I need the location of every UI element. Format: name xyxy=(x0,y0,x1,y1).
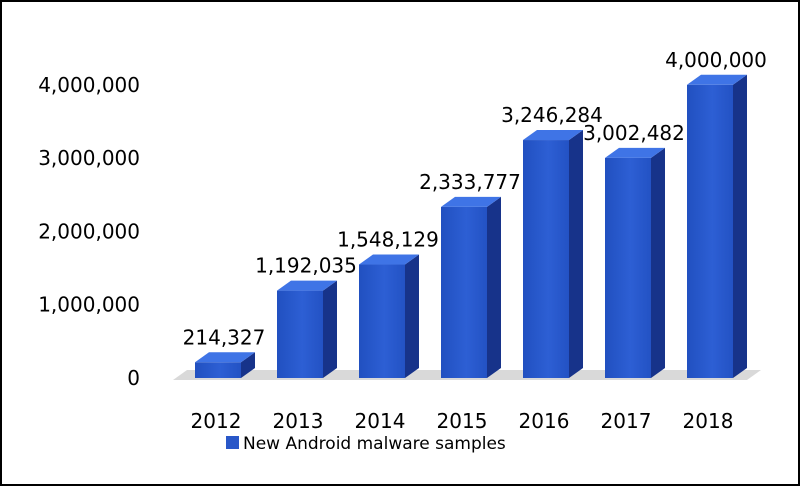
bar-side-face xyxy=(733,74,747,379)
bar-front-face xyxy=(441,206,487,378)
bar-2016 xyxy=(523,130,583,378)
bar-side-face xyxy=(323,280,337,378)
y-tick-label: 0 xyxy=(127,366,140,390)
bar-front-face xyxy=(277,290,323,378)
bar-top-face xyxy=(687,74,747,85)
bar-side-face xyxy=(651,147,665,378)
bar-side-face xyxy=(241,352,255,378)
bar-2012 xyxy=(195,352,255,378)
bar-top-face xyxy=(359,254,419,265)
bar-top-face xyxy=(441,196,501,207)
legend-label: New Android malware samples xyxy=(243,434,506,454)
x-tick-label: 2018 xyxy=(683,409,734,433)
bar-side-face xyxy=(487,196,501,378)
bar-2018 xyxy=(687,74,747,379)
bar-top-face xyxy=(523,130,583,141)
data-label-2012: 214,327 xyxy=(183,325,266,349)
bar-front-face xyxy=(195,362,241,378)
legend-swatch xyxy=(226,436,239,449)
x-tick-label: 2017 xyxy=(601,409,652,433)
y-axis-ticks: 0 1,000,000 2,000,000 3,000,000 4,000,000 xyxy=(38,73,140,390)
x-tick-label: 2016 xyxy=(519,409,570,433)
x-tick-label: 2013 xyxy=(273,409,324,433)
bar-2017 xyxy=(605,147,665,378)
bar-side-face xyxy=(569,130,583,378)
data-label-2013: 1,192,035 xyxy=(255,254,357,278)
y-tick-label: 4,000,000 xyxy=(38,73,140,97)
x-tick-label: 2014 xyxy=(355,409,406,433)
bar-front-face xyxy=(687,84,733,379)
bar-front-face xyxy=(523,140,569,378)
y-tick-label: 1,000,000 xyxy=(38,293,140,317)
bar-top-face xyxy=(605,147,665,158)
bar-front-face xyxy=(359,264,405,378)
data-label-2015: 2,333,777 xyxy=(419,170,521,194)
x-axis-ticks: 2012 2013 2014 2015 2016 2017 2018 xyxy=(191,409,734,433)
bar-2014 xyxy=(359,254,419,378)
y-tick-label: 2,000,000 xyxy=(38,219,140,243)
bar-top-face xyxy=(277,280,337,291)
x-tick-label: 2015 xyxy=(437,409,488,433)
data-label-2017: 3,002,482 xyxy=(583,121,685,145)
bar-2013 xyxy=(277,280,337,378)
bar-series xyxy=(195,74,747,379)
data-label-2016: 3,246,284 xyxy=(501,103,603,127)
bar-side-face xyxy=(405,254,419,378)
bar-top-face xyxy=(195,352,255,363)
y-tick-label: 3,000,000 xyxy=(38,146,140,170)
legend: New Android malware samples xyxy=(226,434,506,454)
x-tick-label: 2012 xyxy=(191,409,242,433)
data-label-2018: 4,000,000 xyxy=(665,48,767,72)
data-label-2014: 1,548,129 xyxy=(337,228,439,252)
bar-front-face xyxy=(605,157,651,378)
bar-2015 xyxy=(441,196,501,378)
